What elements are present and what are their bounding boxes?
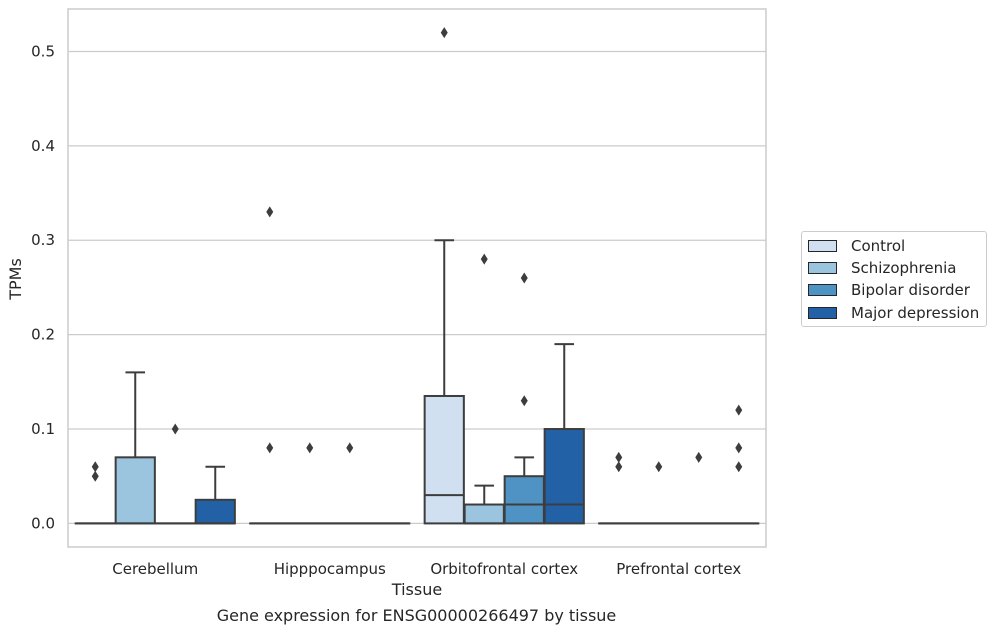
legend-swatch-control (808, 240, 837, 252)
box-rect (543, 428, 585, 525)
outlier-point (440, 27, 448, 39)
x-axis-label: Tissue (391, 580, 442, 599)
outlier-point (91, 470, 99, 482)
outlier-point (735, 442, 743, 454)
box-group (329, 442, 371, 525)
legend-swatch-bipolar-disorder (808, 284, 837, 296)
box-group (249, 206, 291, 525)
boxes (74, 27, 760, 525)
outlier-point (480, 253, 488, 265)
x-tick-label: Orbitofrontal cortex (430, 560, 578, 578)
y-axis-ticks: 0.0 0.1 0.2 0.3 0.4 0.5 (31, 42, 55, 532)
legend-swatch-major-depression (808, 307, 837, 319)
legend-item-control: Control (808, 237, 905, 255)
box-rect (194, 498, 236, 525)
outlier-point (735, 461, 743, 473)
box-group (718, 404, 760, 525)
box-group (194, 465, 236, 525)
y-tick-label: 0.4 (31, 137, 55, 155)
outlier-point (655, 461, 663, 473)
grid-lines (68, 50, 766, 525)
legend-item-bipolar-disorder: Bipolar disorder (808, 281, 970, 299)
outlier-point (615, 451, 623, 463)
outlier-point (266, 206, 274, 218)
box-group (598, 451, 640, 525)
box-group (503, 272, 545, 525)
box-group (114, 371, 156, 525)
box-group (74, 461, 116, 525)
legend-item-major-depression: Major depression (808, 304, 979, 322)
legend-label-bipolar-disorder: Bipolar disorder (851, 281, 970, 299)
box-group (154, 423, 196, 525)
outlier-point (346, 442, 354, 454)
outlier-point (520, 395, 528, 407)
outlier-point (520, 272, 528, 284)
outlier-point (615, 461, 623, 473)
y-axis-label: TPMs (6, 258, 25, 301)
box-group (543, 343, 585, 525)
outlier-point (91, 461, 99, 473)
box-group (289, 442, 331, 525)
y-tick-label: 0.1 (31, 420, 55, 438)
y-tick-label: 0.0 (31, 514, 55, 532)
box-group (638, 461, 680, 525)
box-rect (503, 475, 545, 525)
box-group (423, 27, 465, 525)
y-tick-label: 0.5 (31, 42, 55, 60)
box-rect (423, 394, 465, 525)
x-tick-label: Hipppocampus (274, 560, 386, 578)
outlier-point (266, 442, 274, 454)
legend-label-schizophrenia: Schizophrenia (851, 259, 957, 277)
x-axis-ticks: Cerebellum Hipppocampus Orbitofrontal cort… (112, 560, 741, 578)
outlier-point (735, 404, 743, 416)
outlier-point (695, 451, 703, 463)
x-tick-label: Prefrontal cortex (616, 560, 741, 578)
plot-area-frame (67, 8, 767, 548)
legend-swatch-schizophrenia (808, 262, 837, 274)
figure-caption: Gene expression for ENSG00000266497 by t… (216, 606, 617, 625)
box-group (463, 253, 505, 525)
legend-label-major-depression: Major depression (851, 304, 980, 322)
box-rect (114, 456, 156, 525)
box-rect (463, 503, 505, 525)
outlier-point (306, 442, 314, 454)
y-tick-label: 0.3 (31, 231, 55, 249)
outlier-point (171, 423, 179, 435)
box-group (678, 451, 720, 525)
y-tick-label: 0.2 (31, 326, 55, 344)
legend: Control Schizophrenia Bipolar disorder M… (801, 231, 987, 327)
x-tick-label: Cerebellum (112, 560, 198, 578)
legend-item-schizophrenia: Schizophrenia (808, 259, 956, 277)
legend-label-control: Control (851, 237, 906, 255)
